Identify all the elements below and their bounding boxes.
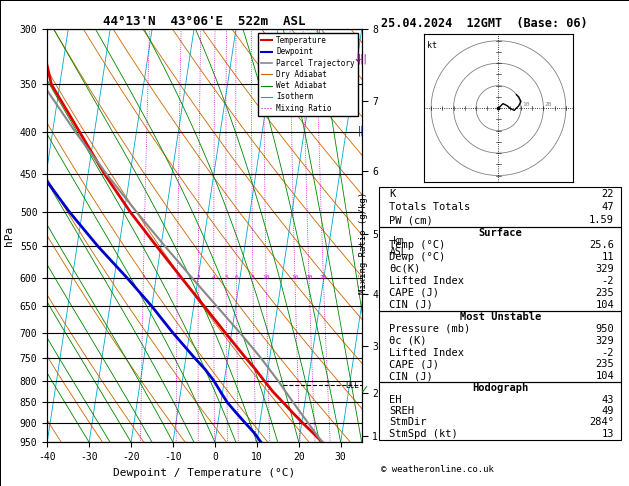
Text: K: K bbox=[389, 189, 395, 199]
Text: 11: 11 bbox=[602, 252, 614, 262]
Text: LCL: LCL bbox=[346, 381, 360, 390]
Title: 44°13'N  43°06'E  522m  ASL: 44°13'N 43°06'E 522m ASL bbox=[103, 15, 306, 28]
Text: θc(K): θc(K) bbox=[389, 264, 420, 274]
Y-axis label: hPa: hPa bbox=[4, 226, 14, 246]
X-axis label: Dewpoint / Temperature (°C): Dewpoint / Temperature (°C) bbox=[113, 468, 296, 478]
Text: 329: 329 bbox=[596, 336, 614, 346]
Text: θc (K): θc (K) bbox=[389, 336, 426, 346]
Bar bbox=[379, 311, 621, 382]
Text: 6: 6 bbox=[235, 275, 238, 280]
Text: 43: 43 bbox=[602, 395, 614, 404]
Text: 2: 2 bbox=[175, 275, 179, 280]
Text: Temp (°C): Temp (°C) bbox=[389, 240, 445, 250]
Text: CAPE (J): CAPE (J) bbox=[389, 288, 439, 298]
Text: 3: 3 bbox=[196, 275, 200, 280]
Text: Totals Totals: Totals Totals bbox=[389, 202, 470, 212]
Text: 235: 235 bbox=[596, 288, 614, 298]
Text: Mixing Ratio (g/kg): Mixing Ratio (g/kg) bbox=[359, 192, 368, 294]
Text: 10: 10 bbox=[262, 275, 270, 280]
Text: |||: ||| bbox=[357, 53, 367, 64]
Text: 47: 47 bbox=[602, 202, 614, 212]
Text: $\checkmark$: $\checkmark$ bbox=[359, 384, 368, 394]
Text: 20: 20 bbox=[545, 102, 552, 107]
Text: 25: 25 bbox=[320, 275, 327, 280]
Text: CIN (J): CIN (J) bbox=[389, 371, 433, 382]
Bar bbox=[379, 382, 621, 440]
Text: 104: 104 bbox=[596, 371, 614, 382]
Text: 5: 5 bbox=[224, 275, 228, 280]
Text: 25.6: 25.6 bbox=[589, 240, 614, 250]
Text: SREH: SREH bbox=[389, 406, 414, 416]
Text: CAPE (J): CAPE (J) bbox=[389, 360, 439, 369]
Text: 1: 1 bbox=[142, 275, 145, 280]
Text: Surface: Surface bbox=[479, 227, 522, 238]
Text: Lifted Index: Lifted Index bbox=[389, 276, 464, 286]
Text: Lifted Index: Lifted Index bbox=[389, 347, 464, 358]
Text: Most Unstable: Most Unstable bbox=[460, 312, 541, 322]
Text: 329: 329 bbox=[596, 264, 614, 274]
Text: 22: 22 bbox=[602, 189, 614, 199]
Text: 13: 13 bbox=[602, 429, 614, 439]
Text: EH: EH bbox=[389, 395, 401, 404]
Text: 4: 4 bbox=[212, 275, 216, 280]
Text: ||: || bbox=[357, 126, 364, 137]
Text: Pressure (mb): Pressure (mb) bbox=[389, 324, 470, 334]
Text: kt: kt bbox=[427, 41, 437, 51]
Text: -2: -2 bbox=[602, 276, 614, 286]
Text: 49: 49 bbox=[602, 406, 614, 416]
Text: © weatheronline.co.uk: © weatheronline.co.uk bbox=[381, 465, 493, 474]
Text: ↓: ↓ bbox=[352, 52, 362, 65]
Text: 25.04.2024  12GMT  (Base: 06): 25.04.2024 12GMT (Base: 06) bbox=[381, 17, 587, 30]
Text: PW (cm): PW (cm) bbox=[389, 215, 433, 225]
Bar bbox=[379, 187, 621, 226]
Text: 950: 950 bbox=[596, 324, 614, 334]
Bar bbox=[379, 226, 621, 311]
Y-axis label: km
ASL: km ASL bbox=[390, 236, 408, 257]
Text: Dewp (°C): Dewp (°C) bbox=[389, 252, 445, 262]
Text: StmDir: StmDir bbox=[389, 417, 426, 428]
Text: 10: 10 bbox=[522, 102, 530, 107]
Text: 235: 235 bbox=[596, 360, 614, 369]
Text: 104: 104 bbox=[596, 300, 614, 310]
Text: CIN (J): CIN (J) bbox=[389, 300, 433, 310]
Text: -2: -2 bbox=[602, 347, 614, 358]
Text: 284°: 284° bbox=[589, 417, 614, 428]
Text: 8: 8 bbox=[251, 275, 255, 280]
Text: Hodograph: Hodograph bbox=[472, 383, 528, 393]
Text: 20: 20 bbox=[305, 275, 313, 280]
Legend: Temperature, Dewpoint, Parcel Trajectory, Dry Adiabat, Wet Adiabat, Isotherm, Mi: Temperature, Dewpoint, Parcel Trajectory… bbox=[258, 33, 358, 116]
Text: 1.59: 1.59 bbox=[589, 215, 614, 225]
Text: 16: 16 bbox=[291, 275, 299, 280]
Text: StmSpd (kt): StmSpd (kt) bbox=[389, 429, 458, 439]
